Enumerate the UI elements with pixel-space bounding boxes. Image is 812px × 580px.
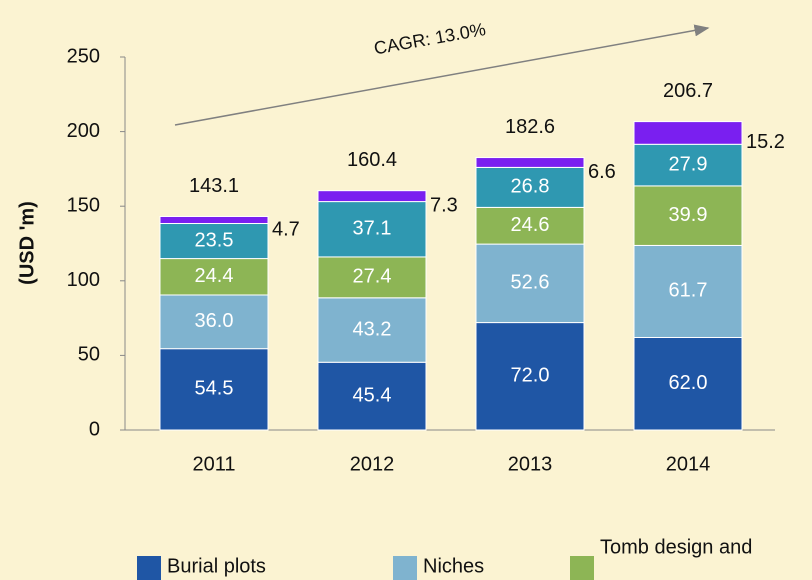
total-label: 182.6 [505, 116, 555, 138]
value-label: 4.7 [272, 218, 300, 240]
bar-segment [317, 297, 427, 363]
annotation: CAGR: 13.0% [372, 19, 487, 58]
bar-segment [317, 190, 427, 203]
bar-segment [633, 143, 743, 187]
x-tick-label: 2012 [350, 453, 395, 475]
value-label: 43.2 [353, 318, 392, 340]
bar-segment [475, 166, 585, 208]
value-label: 39.9 [669, 204, 708, 226]
bar-segment [159, 294, 269, 350]
y-tick-label: 0 [89, 418, 100, 440]
total-label: 206.7 [663, 80, 713, 102]
y-axis-label: (USD 'm) [16, 201, 38, 285]
bar-segment [633, 336, 743, 431]
bar-segment [475, 243, 585, 324]
x-tick-label: 2013 [508, 453, 553, 475]
x-tick-label: 2014 [666, 453, 711, 475]
value-label: 61.7 [669, 280, 708, 302]
value-label: 45.4 [353, 384, 392, 406]
value-label: 24.4 [195, 265, 234, 287]
y-tick-label: 200 [67, 120, 100, 142]
value-label: 24.6 [511, 214, 550, 236]
value-label: 15.2 [746, 131, 785, 153]
bar-segment [475, 322, 585, 431]
value-label: 27.9 [669, 153, 708, 175]
value-label: 62.0 [669, 372, 708, 394]
legend-label: Niches [423, 555, 484, 577]
bar-segment [475, 157, 585, 168]
total-label: 160.4 [347, 149, 397, 171]
bar-segment [159, 215, 269, 225]
value-label: 52.6 [511, 272, 550, 294]
bar-segment [317, 201, 427, 258]
legend-swatch [570, 556, 594, 580]
value-label: 54.5 [195, 378, 234, 400]
legend-label: Tomb design and [600, 536, 752, 558]
value-label: 27.4 [353, 266, 392, 288]
legend-label: Burial plots [167, 555, 266, 577]
bar-segment [633, 244, 743, 338]
bar-segment [633, 121, 743, 145]
value-label: 23.5 [195, 229, 234, 251]
bar-segment [159, 348, 269, 431]
y-tick-label: 100 [67, 269, 100, 291]
legend-swatch [393, 556, 417, 580]
value-label: 6.6 [588, 161, 616, 183]
value-label: 7.3 [430, 194, 458, 216]
bar-segment [159, 223, 269, 260]
y-tick-label: 50 [78, 344, 100, 366]
y-tick-label: 250 [67, 45, 100, 67]
bar-segment [633, 185, 743, 246]
total-label: 143.1 [189, 175, 239, 197]
value-label: 26.8 [511, 176, 550, 198]
legend-swatch [137, 556, 161, 580]
y-tick-label: 150 [67, 194, 100, 216]
value-label: 37.1 [353, 218, 392, 240]
value-label: 36.0 [195, 310, 234, 332]
bar-segment [317, 361, 427, 431]
value-label: 72.0 [511, 365, 550, 387]
x-tick-label: 2011 [192, 453, 235, 475]
trend-arrow [174, 24, 710, 126]
